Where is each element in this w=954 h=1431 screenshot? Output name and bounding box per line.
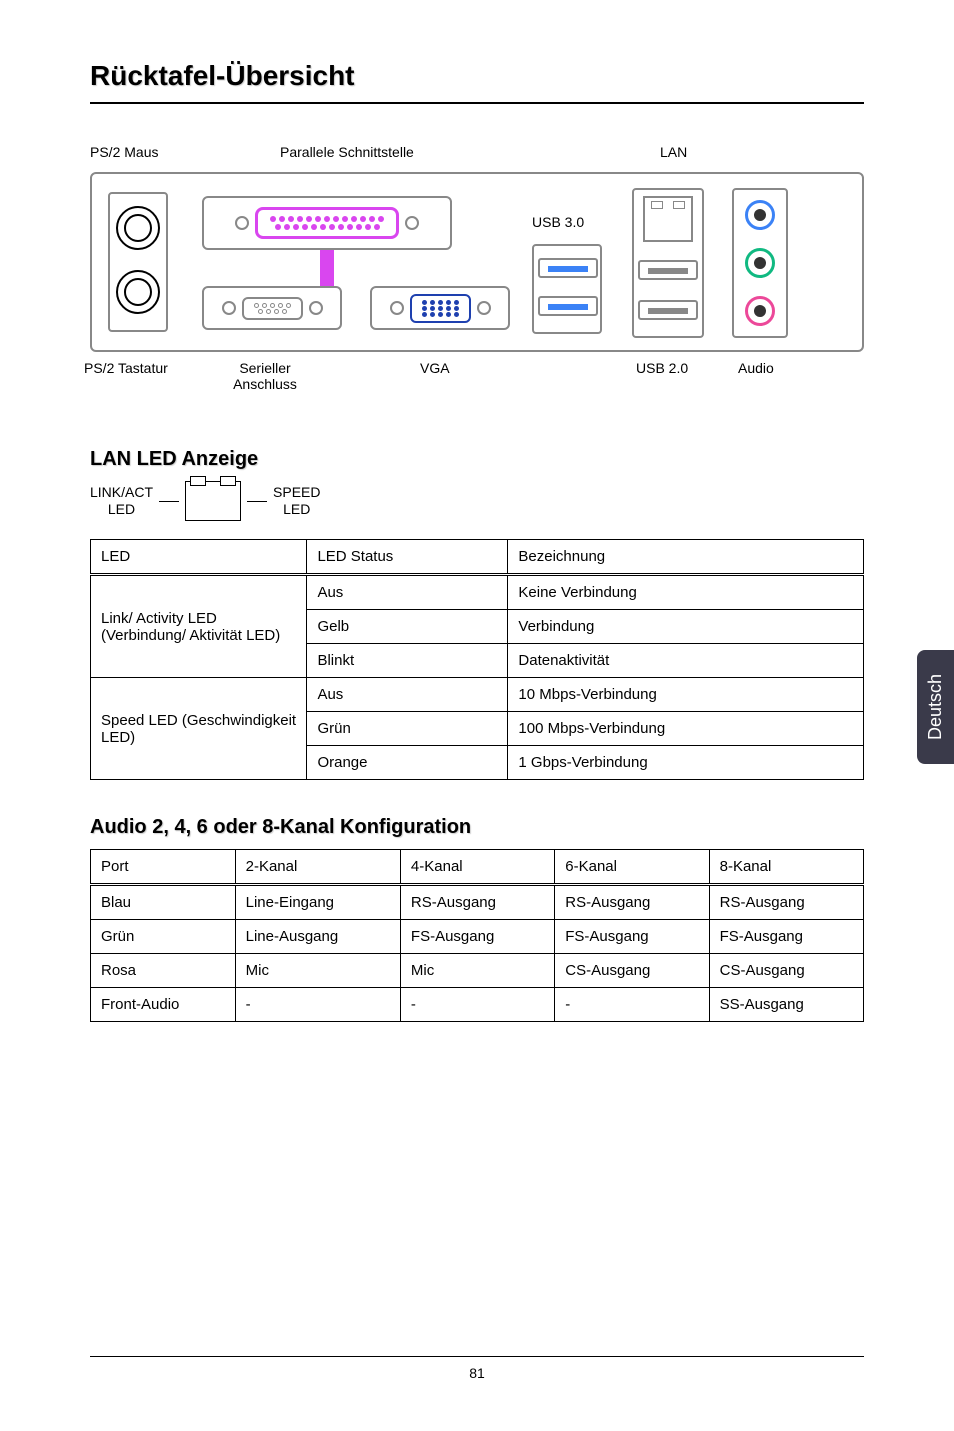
- table-header: LED: [91, 540, 307, 575]
- table-cell: Mic: [400, 954, 554, 988]
- lan-port-icon: [643, 196, 693, 242]
- table-cell: Datenaktivität: [508, 644, 864, 678]
- table-cell: Link/ Activity LED (Verbindung/ Aktivitä…: [91, 575, 307, 678]
- audio-jack-blue-icon: [745, 200, 775, 230]
- audio-cfg-title: Audio 2, 4, 6 oder 8-Kanal Konfiguration: [90, 816, 864, 839]
- table-cell: Keine Verbindung: [508, 575, 864, 610]
- table-cell: Grün: [91, 920, 236, 954]
- table-cell: FS-Ausgang: [555, 920, 709, 954]
- rear-panel-diagram: USB 3.0: [90, 172, 864, 352]
- table-header: Bezeichnung: [508, 540, 864, 575]
- audio-jack-pink-icon: [745, 296, 775, 326]
- table-cell: RS-Ausgang: [709, 885, 863, 920]
- table-cell: Front-Audio: [91, 988, 236, 1022]
- table-cell: CS-Ausgang: [709, 954, 863, 988]
- serial-port-icon: [202, 286, 342, 330]
- table-cell: -: [400, 988, 554, 1022]
- table-cell: Speed LED (Geschwindigkeit LED): [91, 678, 307, 780]
- table-row: Grün Line-Ausgang FS-Ausgang FS-Ausgang …: [91, 920, 864, 954]
- table-cell: RS-Ausgang: [555, 885, 709, 920]
- table-cell: Line-Eingang: [235, 885, 400, 920]
- lan-port-mini-icon: [185, 481, 241, 521]
- label-ps2-mouse: PS/2 Maus: [90, 144, 158, 160]
- table-cell: Rosa: [91, 954, 236, 988]
- parallel-port-icon: [202, 196, 452, 250]
- lan-led-title: LAN LED Anzeige: [90, 448, 864, 471]
- bracket-icon: [320, 250, 334, 286]
- table-row: Rosa Mic Mic CS-Ausgang CS-Ausgang: [91, 954, 864, 988]
- usb30-port-icon: [538, 258, 598, 278]
- table-cell: FS-Ausgang: [400, 920, 554, 954]
- label-usb20: USB 2.0: [636, 360, 688, 376]
- label-serial: Serieller Anschluss: [220, 360, 310, 392]
- table-row: Link/ Activity LED (Verbindung/ Aktivitä…: [91, 575, 864, 610]
- usb20-port-icon: [638, 300, 698, 320]
- label-audio: Audio: [738, 360, 774, 376]
- table-row: Front-Audio - - - SS-Ausgang: [91, 988, 864, 1022]
- table-cell: 10 Mbps-Verbindung: [508, 678, 864, 712]
- table-header: LED Status: [307, 540, 508, 575]
- label-lan: LAN: [660, 144, 687, 160]
- table-cell: Blinkt: [307, 644, 508, 678]
- table-cell: Line-Ausgang: [235, 920, 400, 954]
- table-cell: -: [555, 988, 709, 1022]
- table-header: 4-Kanal: [400, 850, 554, 885]
- table-row: Speed LED (Geschwindigkeit LED) Aus 10 M…: [91, 678, 864, 712]
- table-header: 2-Kanal: [235, 850, 400, 885]
- link-act-label: LINK/ACT: [90, 484, 153, 501]
- table-cell: Grün: [307, 712, 508, 746]
- table-cell: SS-Ausgang: [709, 988, 863, 1022]
- usb30-port-icon: [538, 296, 598, 316]
- table-row: Blau Line-Eingang RS-Ausgang RS-Ausgang …: [91, 885, 864, 920]
- page-number: 81: [469, 1365, 485, 1381]
- table-cell: Verbindung: [508, 610, 864, 644]
- table-cell: 1 Gbps-Verbindung: [508, 746, 864, 780]
- lan-led-table: LED LED Status Bezeichnung Link/ Activit…: [90, 539, 864, 780]
- audio-jack-green-icon: [745, 248, 775, 278]
- table-cell: -: [235, 988, 400, 1022]
- ps2-keyboard-port-icon: [116, 270, 160, 314]
- label-parallel: Parallele Schnittstelle: [280, 144, 414, 160]
- language-tab: Deutsch: [917, 650, 954, 764]
- usb20-port-icon: [638, 260, 698, 280]
- table-header: Port: [91, 850, 236, 885]
- label-usb30: USB 3.0: [532, 214, 584, 230]
- table-cell: Mic: [235, 954, 400, 988]
- ps2-mouse-port-icon: [116, 206, 160, 250]
- table-cell: CS-Ausgang: [555, 954, 709, 988]
- vga-port-icon: [370, 286, 510, 330]
- table-header: 6-Kanal: [555, 850, 709, 885]
- table-cell: Aus: [307, 678, 508, 712]
- page-title: Rücktafel-Übersicht: [90, 60, 864, 104]
- label-ps2-keyboard: PS/2 Tastatur: [84, 360, 168, 376]
- audio-cfg-table: Port 2-Kanal 4-Kanal 6-Kanal 8-Kanal Bla…: [90, 849, 864, 1022]
- table-cell: Orange: [307, 746, 508, 780]
- table-cell: 100 Mbps-Verbindung: [508, 712, 864, 746]
- table-cell: Aus: [307, 575, 508, 610]
- table-cell: Blau: [91, 885, 236, 920]
- lan-led-diagram: LINK/ACT LED SPEED LED: [90, 481, 864, 521]
- table-cell: Gelb: [307, 610, 508, 644]
- table-header: 8-Kanal: [709, 850, 863, 885]
- label-vga: VGA: [420, 360, 450, 376]
- table-cell: FS-Ausgang: [709, 920, 863, 954]
- speed-led-label: SPEED: [273, 484, 320, 501]
- table-cell: RS-Ausgang: [400, 885, 554, 920]
